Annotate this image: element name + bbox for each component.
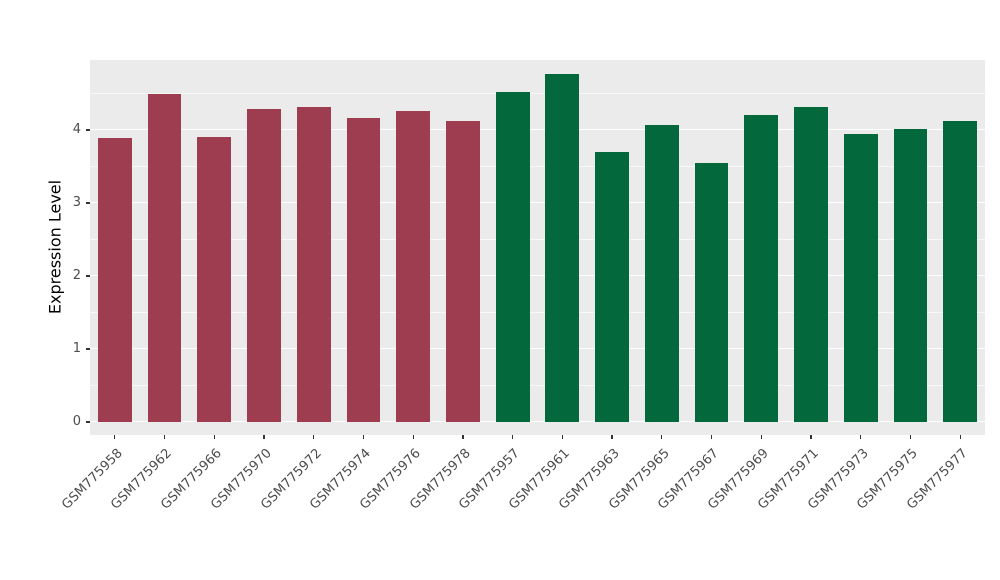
bar-GSM775972 (296, 107, 331, 422)
y-tick-mark (86, 348, 90, 350)
x-tick-mark (163, 435, 166, 439)
x-tick-mark (263, 435, 265, 439)
minor-gridline (90, 238, 985, 240)
bar-GSM775957 (495, 92, 530, 422)
major-gridline (90, 201, 985, 203)
y-axis-title: Expression Level (45, 179, 65, 315)
bar-GSM775974 (346, 118, 381, 422)
bar-GSM775973 (843, 134, 878, 422)
major-gridline (90, 347, 985, 349)
plot-panel (90, 60, 985, 435)
x-axis: GSM775958 GSM775962 GSM775966 GSM775970 GSM7… (59, 435, 985, 580)
x-tick-mark (661, 435, 663, 439)
y-tick-label: 4 (72, 122, 81, 137)
y-tick-label: 0 (72, 414, 81, 429)
x-tick-mark (561, 435, 563, 439)
minor-gridline (90, 165, 985, 167)
minor-gridline (90, 92, 985, 94)
x-tick-mark (860, 435, 862, 439)
x-tick-mark (909, 435, 911, 439)
major-gridline (90, 274, 985, 276)
y-tick-label: 2 (72, 268, 81, 283)
bar-GSM775978 (446, 120, 480, 422)
bar-GSM775975 (893, 129, 928, 422)
bar-GSM775961 (545, 73, 580, 422)
x-tick-mark (810, 435, 812, 439)
y-tick-mark (86, 421, 90, 423)
bar-GSM775969 (744, 115, 779, 422)
y-axis: 0 1 2 3 4 (0, 60, 90, 435)
bar-GSM775962 (147, 93, 182, 422)
minor-gridline (90, 311, 985, 313)
x-tick-mark (412, 435, 414, 439)
y-tick-label: 3 (72, 195, 81, 210)
bar-GSM775976 (396, 111, 431, 422)
bar-GSM775965 (644, 124, 679, 422)
major-gridline (90, 128, 985, 130)
x-tick-mark (512, 435, 514, 439)
y-tick-label: 1 (72, 341, 81, 356)
bar-GSM775967 (694, 162, 729, 422)
bar-GSM775977 (943, 121, 978, 422)
x-tick-mark (760, 435, 762, 439)
minor-gridline (90, 384, 985, 386)
bar-GSM775958 (97, 138, 132, 422)
major-gridline (90, 420, 985, 422)
bar-GSM775970 (247, 108, 281, 422)
x-tick-mark (611, 435, 613, 439)
bar-GSM775971 (794, 107, 828, 422)
x-tick-mark (213, 435, 215, 439)
bar-GSM775963 (595, 151, 629, 422)
y-tick-mark (86, 129, 90, 131)
x-tick-mark (462, 435, 464, 439)
x-tick-mark (313, 435, 315, 439)
bar-GSM775966 (197, 136, 232, 422)
x-tick-mark (362, 435, 365, 439)
y-tick-mark (86, 202, 90, 204)
y-tick-mark (86, 275, 90, 277)
x-tick-mark (114, 435, 116, 439)
x-tick-mark (959, 435, 961, 439)
x-tick-mark (710, 435, 713, 439)
